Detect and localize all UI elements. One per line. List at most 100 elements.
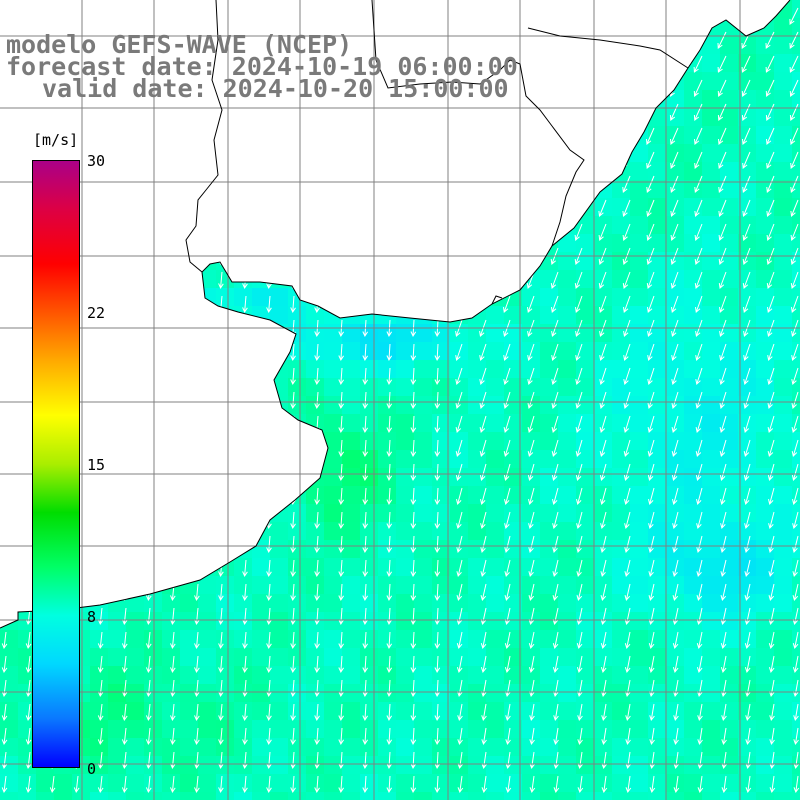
wind-speed-cell [648,450,667,469]
wind-arrow [766,127,775,145]
wind-arrow [1,751,8,770]
wind-speed-cell [504,324,523,343]
wind-speed-cell [234,216,253,235]
wind-speed-cell [522,144,541,163]
wind-speed-cell [90,0,109,19]
wind-arrow [671,463,679,482]
wind-speed-cell [468,234,487,253]
wind-arrow [502,151,511,169]
wind-arrow [410,655,417,674]
wind-speed-cell [720,450,739,469]
wind-speed-cell [576,18,595,37]
wind-speed-cell [270,252,289,271]
wind-speed-cell [108,360,127,379]
wind-arrow [314,151,320,170]
wind-arrow [242,607,248,626]
wind-arrow [766,199,775,217]
wind-arrow [242,487,248,506]
wind-speed-cell [612,216,631,235]
wind-arrow [121,103,128,122]
wind-speed-cell [666,360,685,379]
wind-arrow [696,655,703,674]
wind-speed-cell [648,108,667,127]
wind-arrow [1,511,8,530]
wind-arrow [720,559,727,578]
wind-speed-cell [540,594,559,613]
wind-arrow [649,727,655,746]
wind-speed-cell [576,468,595,487]
wind-arrow [694,127,703,145]
wind-speed-cell [144,0,163,19]
wind-arrow [410,367,417,386]
wind-speed-cell [486,270,505,289]
wind-speed-cell [486,144,505,163]
wind-speed-cell [126,522,145,541]
wind-speed-cell [252,450,271,469]
wind-speed-cell [396,108,415,127]
wind-speed-cell [126,648,145,667]
wind-speed-cell [612,486,631,505]
wind-arrow [669,31,679,49]
wind-speed-cell [342,144,361,163]
wind-speed-cell [108,522,127,541]
wind-speed-cell [324,198,343,217]
wind-arrow [1,151,8,170]
wind-speed-cell [756,486,775,505]
wind-speed-cell [288,252,307,271]
wind-arrow [599,463,607,482]
wind-arrow [720,583,727,602]
wind-speed-cell [792,108,800,127]
wind-arrow [646,199,655,217]
wind-speed-cell [666,18,685,37]
wind-speed-cell [774,414,793,433]
wind-arrow [242,655,248,674]
wind-speed-cell [486,360,505,379]
wind-speed-cell [756,144,775,163]
coastline [0,0,791,629]
wind-arrow [338,343,345,362]
wind-speed-cell [594,486,613,505]
wind-speed-cell [432,504,451,523]
wind-arrow [386,415,393,434]
wind-speed-cell [0,450,19,469]
wind-speed-cell [234,126,253,145]
wind-speed-cell [342,252,361,271]
wind-arrow [455,463,463,482]
wind-arrow [314,703,320,722]
wind-speed-cell [198,774,217,793]
wind-speed-cell [702,234,721,253]
wind-speed-cell [342,234,361,253]
wind-arrow [218,703,224,722]
wind-arrow [145,463,152,482]
wind-speed-cell [306,342,325,361]
wind-speed-cell [306,252,325,271]
wind-speed-cell [378,450,397,469]
wind-speed-cell [414,432,433,451]
wind-speed-cell [666,378,685,397]
wind-speed-cell [360,396,379,415]
wind-arrow [242,439,248,458]
wind-speed-cell [648,630,667,649]
wind-speed-cell [720,396,739,415]
wind-speed-cell [198,468,217,487]
wind-speed-cell [450,162,469,181]
wind-speed-cell [396,270,415,289]
wind-speed-cell [324,378,343,397]
wind-speed-cell [234,396,253,415]
wind-speed-cell [720,90,739,109]
wind-arrow [362,511,369,530]
wind-speed-cell [522,18,541,37]
wind-arrow [597,55,607,73]
wind-speed-cell [576,702,595,721]
wind-arrow [314,751,320,770]
wind-speed-cell [360,612,379,631]
wind-speed-cell [702,378,721,397]
wind-speed-cell [324,306,343,325]
wind-arrow [481,775,488,794]
wind-speed-cell [756,396,775,415]
wind-speed-cell [126,756,145,775]
wind-speed-cell [0,180,19,199]
wind-speed-cell [684,216,703,235]
wind-arrow [503,343,511,361]
wind-speed-cell [792,792,800,800]
